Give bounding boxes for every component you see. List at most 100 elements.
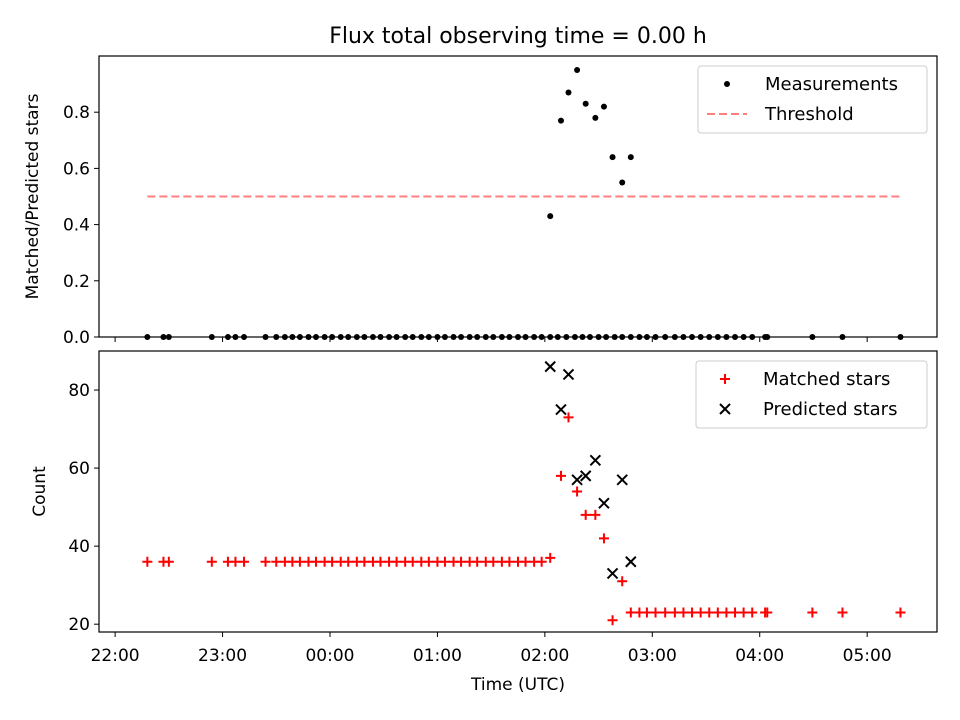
matched-stars-point bbox=[375, 556, 386, 567]
measurement-point bbox=[627, 154, 634, 161]
matched-stars-point bbox=[520, 556, 531, 567]
legend-measurements-swatch bbox=[724, 81, 730, 87]
y-tick-label: 0.4 bbox=[63, 216, 90, 236]
measurement-point bbox=[609, 154, 616, 161]
matched-stars-point bbox=[660, 607, 671, 618]
legend-label: Measurements bbox=[765, 74, 898, 95]
matched-stars-point bbox=[895, 607, 906, 618]
predicted-stars-point bbox=[625, 556, 637, 568]
matched-stars-point bbox=[580, 509, 591, 520]
matched-stars-point bbox=[590, 509, 601, 520]
predicted-stars-point bbox=[562, 368, 575, 381]
matched-stars-point bbox=[536, 556, 547, 567]
measurement-point bbox=[574, 67, 581, 74]
matched-stars-point bbox=[837, 607, 848, 618]
y-tick-label: 60 bbox=[68, 459, 90, 479]
axes-frame bbox=[98, 350, 938, 633]
y-tick-label: 0.0 bbox=[63, 328, 90, 348]
matched-stars-point bbox=[271, 556, 282, 567]
matched-stars-point bbox=[669, 607, 680, 618]
matched-stars-point bbox=[142, 556, 153, 567]
chart-title: Flux total observing time = 0.00 h bbox=[329, 24, 707, 49]
matched-stars-point bbox=[687, 607, 698, 618]
matched-stars-point bbox=[617, 576, 628, 587]
matched-stars-point bbox=[294, 556, 305, 567]
matched-stars-point bbox=[625, 607, 636, 618]
x-tick-label: 04:00 bbox=[735, 646, 784, 666]
matched-stars-point bbox=[407, 556, 418, 567]
predicted-stars-point bbox=[579, 470, 592, 482]
matched-stars-point bbox=[311, 556, 322, 567]
matched-stars-point bbox=[423, 556, 434, 567]
y-tick-label: 40 bbox=[68, 537, 90, 557]
matched-stars-point bbox=[738, 607, 749, 618]
x-tick-label: 05:00 bbox=[843, 646, 892, 666]
legend-box bbox=[695, 360, 928, 429]
matched-stars-point bbox=[343, 556, 354, 567]
matched-stars-point bbox=[572, 486, 583, 497]
matched-stars-point bbox=[439, 556, 450, 567]
axes-frame bbox=[98, 55, 938, 338]
measurement-point bbox=[600, 103, 607, 110]
matched-stars-point bbox=[555, 470, 566, 481]
x-tick-label: 00:00 bbox=[305, 646, 354, 666]
matched-stars-point bbox=[704, 607, 715, 618]
x-tick-label: 02:00 bbox=[520, 646, 569, 666]
measurement-point bbox=[565, 89, 572, 96]
matched-stars-point bbox=[260, 556, 271, 567]
legend-predicted-swatch bbox=[719, 403, 731, 415]
legend-box bbox=[697, 65, 928, 134]
measurement-point bbox=[557, 117, 564, 124]
matched-stars-point bbox=[230, 556, 241, 567]
legend-matched-swatch bbox=[720, 374, 730, 384]
x-tick-label: 03:00 bbox=[628, 646, 677, 666]
matched-stars-point bbox=[359, 556, 370, 567]
x-tick-label: 23:00 bbox=[198, 646, 247, 666]
predicted-stars-point bbox=[606, 567, 619, 580]
matched-stars-point bbox=[607, 615, 618, 626]
y-tick-label: 20 bbox=[68, 615, 90, 635]
matched-stars-point bbox=[488, 556, 499, 567]
legend-label: Matched stars bbox=[763, 369, 890, 390]
legend-label: Threshold bbox=[764, 104, 854, 125]
matched-stars-point bbox=[712, 607, 723, 618]
measurement-point bbox=[547, 213, 554, 220]
matched-stars-point bbox=[762, 607, 773, 618]
y-tick-label: 80 bbox=[68, 381, 90, 401]
matched-stars-point bbox=[598, 533, 609, 544]
matched-stars-point bbox=[678, 607, 689, 618]
measurement-point bbox=[619, 179, 626, 186]
predicted-stars-point bbox=[571, 474, 583, 486]
y-tick-label: 0.8 bbox=[63, 103, 90, 123]
predicted-stars-point bbox=[544, 360, 556, 373]
matched-stars-point bbox=[650, 607, 661, 618]
matched-stars-point bbox=[695, 607, 706, 618]
matched-stars-point bbox=[747, 607, 758, 618]
legend-label: Predicted stars bbox=[763, 399, 897, 420]
matched-stars-point bbox=[327, 556, 338, 567]
y-tick-label: 0.6 bbox=[63, 159, 90, 179]
predicted-stars-point bbox=[598, 497, 610, 509]
predicted-stars-point bbox=[589, 454, 602, 466]
matched-stars-point bbox=[239, 556, 250, 567]
matched-stars-point bbox=[456, 556, 467, 567]
matched-stars-point bbox=[472, 556, 483, 567]
matched-stars-point bbox=[730, 607, 741, 618]
y-tick-label: 0.2 bbox=[63, 272, 90, 292]
measurement-point bbox=[592, 114, 599, 121]
y-axis-label: Count bbox=[30, 466, 50, 517]
x-tick-label: 01:00 bbox=[413, 646, 462, 666]
predicted-stars-point bbox=[616, 474, 628, 486]
x-tick-label: 22:00 bbox=[91, 646, 140, 666]
y-axis-label: Matched/Predicted stars bbox=[23, 93, 43, 299]
x-axis-label: Time (UTC) bbox=[470, 675, 565, 695]
matched-stars-point bbox=[807, 607, 818, 618]
matched-stars-point bbox=[391, 556, 402, 567]
matched-stars-point bbox=[504, 556, 515, 567]
matched-stars-point bbox=[206, 556, 217, 567]
measurement-point bbox=[582, 100, 589, 107]
matched-stars-point bbox=[545, 552, 556, 563]
matched-stars-point bbox=[163, 556, 174, 567]
matched-stars-point bbox=[563, 412, 574, 423]
